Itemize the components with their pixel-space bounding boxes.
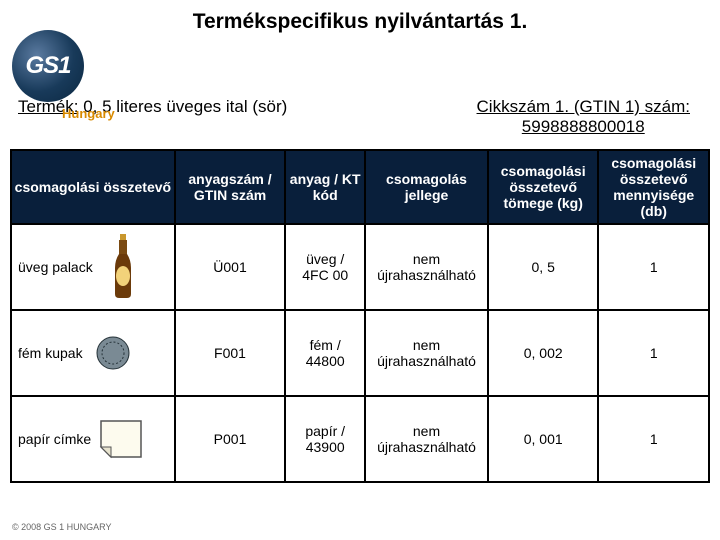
logo-text-1: 1 [58,52,70,80]
gtin-label: Cikkszám 1. (GTIN 1) szám: [477,97,690,116]
cell-type: nem újrahasználható [365,310,488,396]
mat-line1: fém / [310,337,341,353]
cap-icon [89,318,137,388]
table-row: üveg palackÜ001üveg /4FC 00nem újrahaszn… [11,224,709,310]
mat-line1: üveg / [306,251,344,267]
cell-code: Ü001 [175,224,286,310]
component-label: papír címke [18,431,91,447]
cell-component: fém kupak [11,310,175,396]
cell-qty: 1 [598,224,709,310]
col-header: anyag / KT kód [285,150,365,224]
copyright-footer: © 2008 GS 1 HUNGARY [12,522,112,532]
logo-text-gs: GS [25,52,58,80]
gtin-value: 5998888800018 [522,117,645,136]
col-header: csomagolás jellege [365,150,488,224]
cell-material: papír /43900 [285,396,365,482]
gs1-logo: GS1 Hungary [12,30,152,121]
cell-weight: 0, 002 [488,310,599,396]
cell-component: papír címke [11,396,175,482]
bottle-icon [99,232,147,302]
col-header: csomagolási összetevő [11,150,175,224]
cell-weight: 0, 001 [488,396,599,482]
mat-line2: 44800 [306,353,345,369]
mat-line2: 43900 [306,439,345,455]
cell-material: üveg /4FC 00 [285,224,365,310]
logo-subtext: Hungary [62,106,152,121]
col-header: csomagolási összetevő mennyisége (db) [598,150,709,224]
mat-line1: papír / [305,423,345,439]
cell-type: nem újrahasználható [365,224,488,310]
cell-qty: 1 [598,310,709,396]
col-header: csomagolási összetevő tömege (kg) [488,150,599,224]
mat-line2: 4FC 00 [302,267,348,283]
cell-material: fém /44800 [285,310,365,396]
col-header: anyagszám / GTIN szám [175,150,286,224]
cell-component: üveg palack [11,224,175,310]
table-row: papír címkeP001papír /43900nem újrahaszn… [11,396,709,482]
table-header-row: csomagolási összetevő anyagszám / GTIN s… [11,150,709,224]
label-icon [97,404,145,474]
cell-code: F001 [175,310,286,396]
cell-code: P001 [175,396,286,482]
cell-weight: 0, 5 [488,224,599,310]
component-label: üveg palack [18,259,93,275]
packaging-table: csomagolási összetevő anyagszám / GTIN s… [10,149,710,483]
cell-type: nem újrahasználható [365,396,488,482]
gs1-logo-circle: GS1 [12,30,84,102]
cell-qty: 1 [598,396,709,482]
component-label: fém kupak [18,345,83,361]
gtin-line: Cikkszám 1. (GTIN 1) szám: 5998888800018 [477,97,690,137]
table-row: fém kupakF001fém /44800nem újrahasználha… [11,310,709,396]
